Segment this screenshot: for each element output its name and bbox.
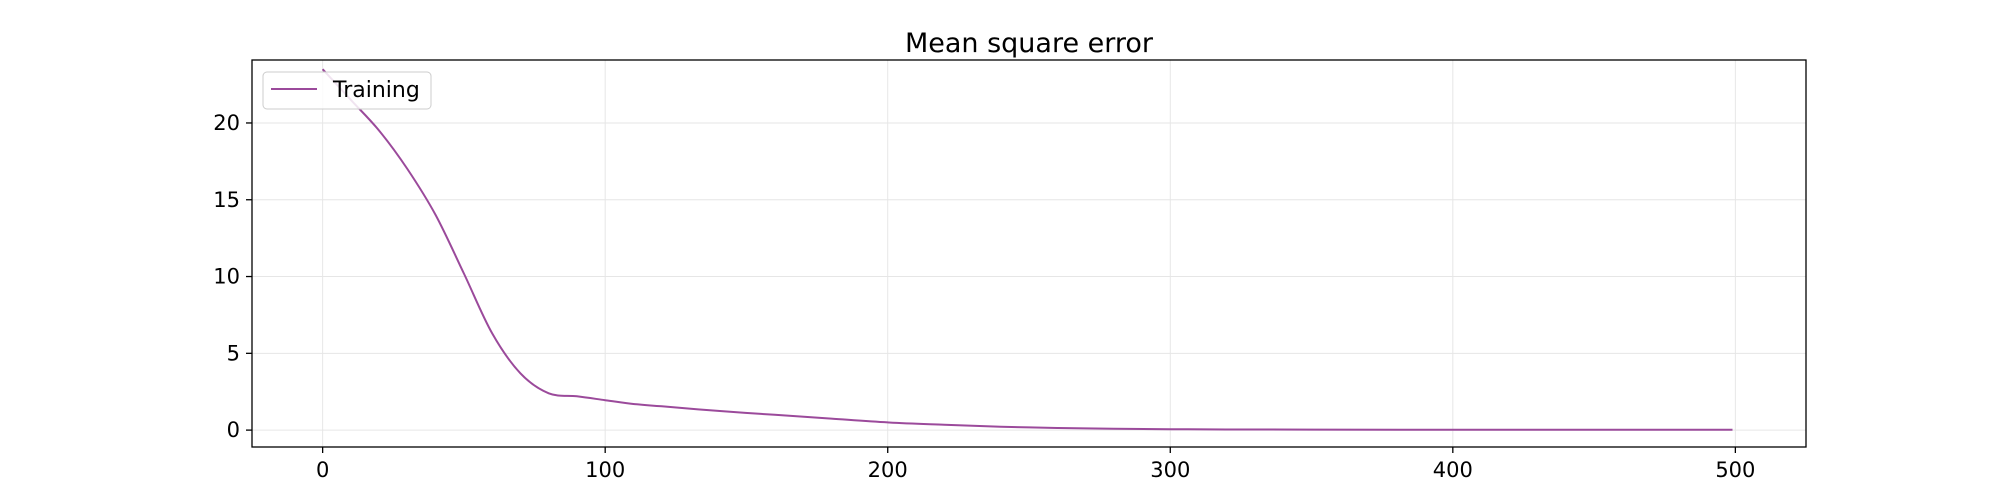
x-tick-label: 400 xyxy=(1433,458,1473,482)
x-tick-label: 200 xyxy=(868,458,908,482)
x-axis: 0 100 200 300 400 500 xyxy=(316,447,1755,482)
x-tick-label: 100 xyxy=(585,458,625,482)
y-tick-label: 0 xyxy=(227,418,240,442)
y-tick-label: 5 xyxy=(227,341,240,365)
series-line-training xyxy=(321,68,1733,431)
y-tick-label: 20 xyxy=(213,111,240,135)
y-tick-label: 15 xyxy=(213,188,240,212)
series-lines xyxy=(321,68,1733,431)
x-tick-label: 0 xyxy=(316,458,329,482)
plot-frame xyxy=(251,59,1807,448)
legend-label-training: Training xyxy=(332,78,420,103)
y-tick-label: 10 xyxy=(213,265,240,289)
x-tick-label: 300 xyxy=(1150,458,1190,482)
plot-area xyxy=(252,60,1806,447)
x-tick-label: 500 xyxy=(1715,458,1755,482)
legend: Training xyxy=(262,71,432,110)
y-axis: 0 5 10 15 20 xyxy=(213,111,252,442)
legend-box xyxy=(262,71,432,110)
chart-title: Mean square error xyxy=(905,28,1154,59)
